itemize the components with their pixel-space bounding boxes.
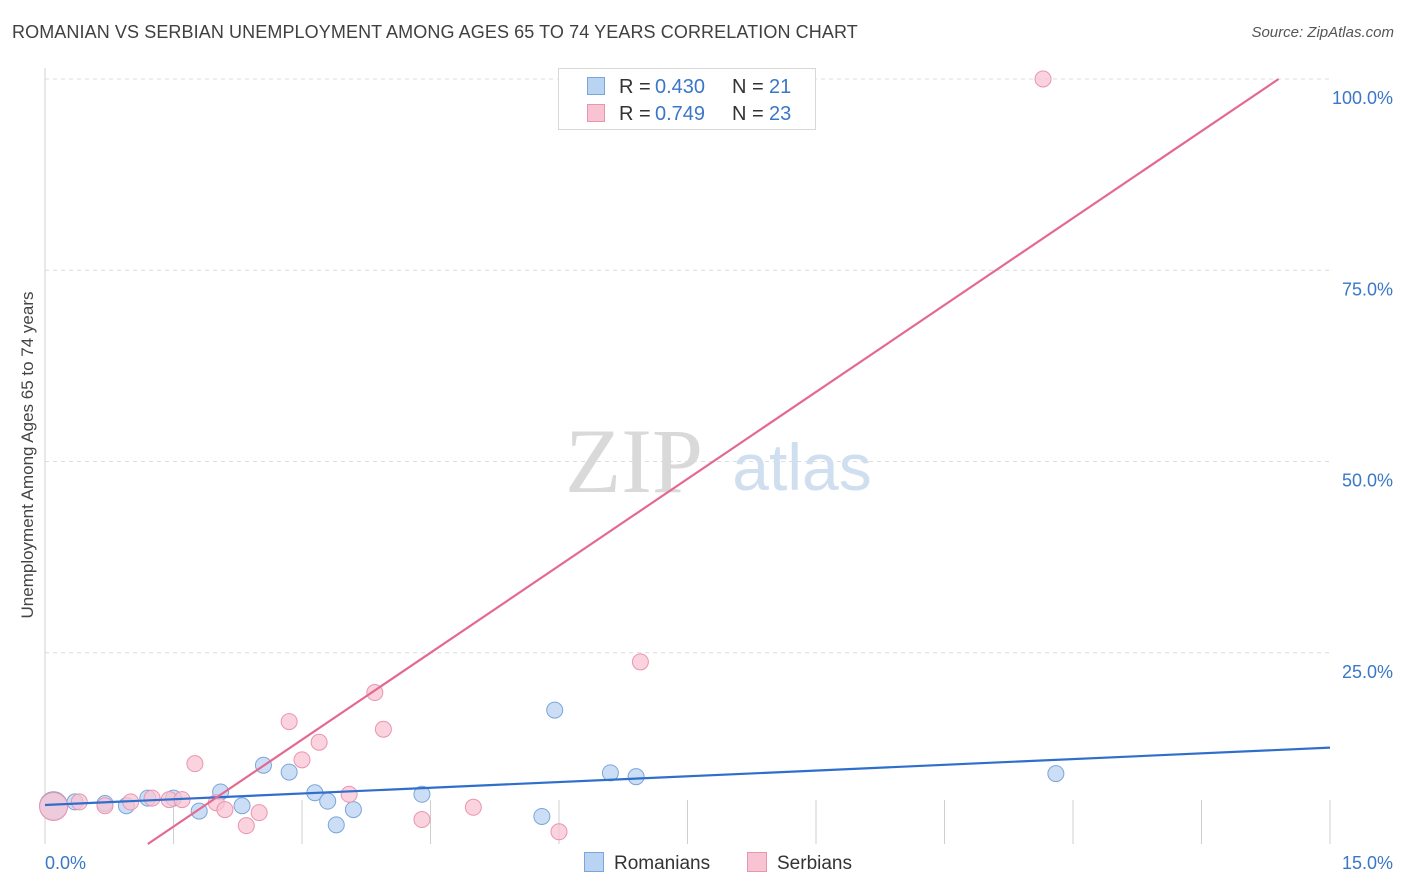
serbian-point (143, 789, 161, 807)
x-tick-label: 0.0% (45, 853, 86, 873)
serbian-point (464, 798, 482, 816)
legend-row-romanians: R = 0.430 N = 21 (559, 73, 815, 101)
serbian-point (310, 733, 328, 751)
romanian-point (601, 764, 619, 782)
legend-item-serbians[interactable]: Serbians (747, 852, 852, 875)
romanians-legend-swatch (584, 852, 604, 872)
series-legend: Romanians Serbians (0, 850, 1406, 880)
serbian-point (216, 801, 234, 819)
n-value: 23 (769, 103, 792, 125)
serbian-point (237, 817, 255, 835)
serbians-trend-line (147, 78, 1280, 845)
y-tick-label: 100.0% (1332, 88, 1393, 108)
y-tick-label: 75.0% (1342, 279, 1393, 299)
serbian-point (250, 804, 268, 822)
r-label: R = (619, 103, 651, 125)
correlation-legend: R = 0.430 N = 21 R = 0.749 N = 23 (558, 68, 816, 130)
serbian-point (70, 793, 88, 811)
y-axis-label: Unemployment Among Ages 65 to 74 years (18, 291, 37, 619)
serbians-legend-label: Serbians (777, 853, 852, 874)
romanians-swatch (587, 77, 605, 95)
romanian-point (546, 701, 564, 719)
y-tick-label: 50.0% (1342, 471, 1393, 491)
serbian-point (631, 653, 649, 671)
romanian-point (627, 768, 645, 786)
r-value: 0.430 (655, 76, 706, 98)
romanian-point (533, 807, 551, 825)
serbian-point (1034, 70, 1052, 88)
points-layer (39, 70, 1065, 841)
x-tick-label: 15.0% (1342, 853, 1393, 873)
romanian-point (1047, 765, 1065, 783)
n-label: N = (732, 103, 764, 125)
romanian-point (344, 801, 362, 819)
n-value: 21 (769, 76, 792, 98)
romanian-point (327, 816, 345, 834)
romanian-point (280, 763, 298, 781)
serbian-point (186, 755, 204, 773)
trend-layer (44, 78, 1331, 845)
serbian-point (340, 785, 358, 803)
r-label: R = (619, 76, 651, 98)
serbians-legend-swatch (747, 852, 767, 872)
tick-label-layer: 25.0% 50.0% 75.0% 100.0% 0.0% 15.0% (45, 88, 1393, 873)
r-value: 0.749 (655, 103, 706, 125)
serbian-point (374, 720, 392, 738)
n-label: N = (732, 76, 764, 98)
source-label: Source: ZipAtlas.com (1251, 24, 1394, 41)
serbian-point (96, 797, 114, 815)
legend-item-romanians[interactable]: Romanians (584, 852, 710, 875)
romanians-trend-line (44, 746, 1331, 807)
watermark-atlas: atlas (732, 430, 871, 504)
serbian-point (413, 811, 431, 829)
romanian-point (413, 785, 431, 803)
legend-row-serbians: R = 0.749 N = 23 (559, 100, 815, 128)
serbians-swatch (587, 104, 605, 122)
serbian-point (39, 792, 69, 822)
romanian-point (233, 797, 251, 815)
watermark-zip: ZIP (565, 410, 703, 512)
serbian-point (550, 823, 568, 841)
romanian-point (319, 792, 337, 810)
chart-title: ROMANIAN VS SERBIAN UNEMPLOYMENT AMONG A… (12, 22, 858, 42)
serbian-point (293, 751, 311, 769)
romanians-legend-label: Romanians (614, 853, 711, 874)
y-tick-label: 25.0% (1342, 662, 1393, 682)
serbian-point (280, 713, 298, 731)
